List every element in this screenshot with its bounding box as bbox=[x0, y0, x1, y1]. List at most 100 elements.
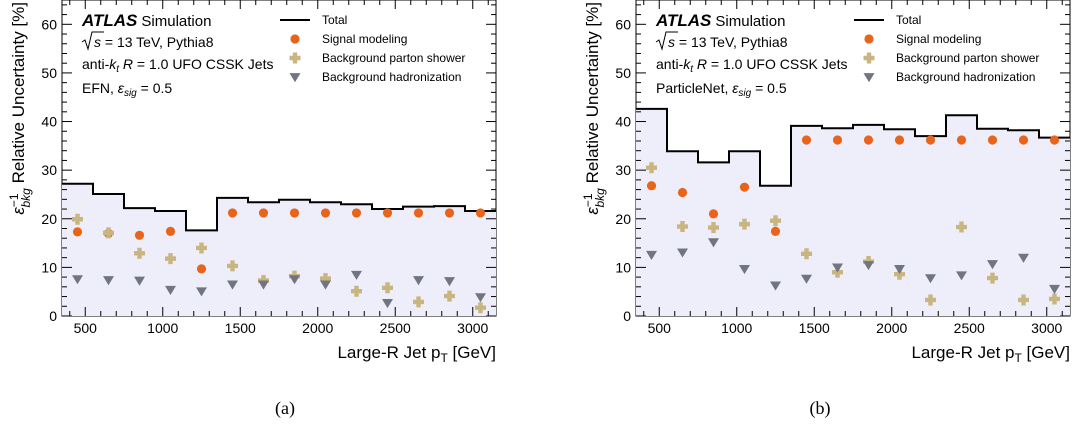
x-tick-label: 2000 bbox=[302, 320, 333, 336]
legend-entry-label: Total bbox=[322, 13, 347, 27]
y-tick-label: 0 bbox=[49, 308, 57, 324]
x-tick-label: 1000 bbox=[721, 320, 752, 336]
plot-annotations: ATLAS Simulation s = 13 TeV, Pythia8 anti… bbox=[81, 11, 273, 99]
legend-entry-label: Background hadronization bbox=[322, 70, 461, 84]
x-tick-label: 2500 bbox=[954, 320, 985, 336]
background-parton-shower-marker bbox=[382, 282, 393, 294]
background-hadronization-marker bbox=[413, 276, 424, 286]
background-parton-shower-marker bbox=[677, 221, 688, 233]
signal-modeling-marker bbox=[925, 135, 936, 145]
background-parton-shower-marker bbox=[894, 268, 905, 280]
chart-panel-a: 500 1000 1500 2000 2500 3000 0 10 20 30 40 50 60 ATL… bbox=[7, 0, 497, 419]
x-tick-label: 500 bbox=[648, 320, 672, 336]
x-tick-label: 1500 bbox=[225, 320, 256, 336]
y-axis-label: ε−1bkg Relative Uncertainty [%] bbox=[7, 2, 33, 215]
x-tick-label: 3000 bbox=[1031, 320, 1062, 336]
signal-modeling-marker bbox=[227, 208, 238, 218]
background-hadronization-marker bbox=[677, 248, 688, 258]
y-tick-label: 50 bbox=[41, 65, 57, 81]
legend: Total Signal modeling Background parton sh… bbox=[854, 13, 1039, 84]
signal-modeling-marker bbox=[646, 181, 657, 191]
svg-text:s = 13 TeV, Pythia8: s = 13 TeV, Pythia8 bbox=[668, 34, 788, 50]
total-uncertainty-fill bbox=[636, 108, 1070, 317]
energy-s: s bbox=[94, 34, 101, 50]
y-tick-label: 40 bbox=[41, 114, 57, 130]
atlas-label: ATLAS bbox=[81, 11, 138, 30]
background-hadronization-marker bbox=[444, 277, 455, 287]
y-tick-label: 60 bbox=[615, 16, 631, 32]
y-tick-label: 60 bbox=[41, 16, 57, 32]
legend-entry-label: Total bbox=[896, 13, 921, 27]
signal-modeling-marker bbox=[413, 208, 424, 218]
data-markers bbox=[72, 208, 486, 314]
y-tick-label: 30 bbox=[615, 162, 631, 178]
simulation-label: Simulation bbox=[715, 13, 785, 30]
signal-modeling-marker bbox=[863, 135, 874, 145]
signal-modeling-marker bbox=[165, 226, 176, 237]
background-parton-shower-marker bbox=[987, 272, 998, 284]
background-hadronization-marker bbox=[134, 276, 145, 286]
legend-entry-label: Background hadronization bbox=[896, 70, 1035, 84]
signal-modeling-marker bbox=[1049, 135, 1060, 145]
jets-annotation: anti-kt R = 1.0 UFO CSSK Jets bbox=[656, 56, 847, 75]
signal-modeling-legend-marker bbox=[290, 34, 300, 44]
legend-entry-label: Background parton shower bbox=[322, 51, 465, 65]
sqrt-symbol bbox=[655, 31, 678, 51]
background-parton-shower-marker bbox=[739, 218, 750, 230]
background-hadronization-marker bbox=[1018, 253, 1029, 263]
data-markers bbox=[646, 135, 1060, 306]
signal-modeling-marker bbox=[801, 135, 812, 145]
x-tick-label: 1000 bbox=[147, 320, 178, 336]
x-tick-label: 1500 bbox=[799, 320, 830, 336]
background-hadronization-marker bbox=[1049, 284, 1060, 295]
background-parton-shower-marker bbox=[770, 215, 781, 227]
total-step-line bbox=[62, 182, 496, 232]
background-parton-shower-marker bbox=[1018, 294, 1029, 306]
x-axis-label: Large-R Jet pT [GeV] bbox=[337, 343, 496, 365]
legend-entry-label: Background parton shower bbox=[896, 51, 1039, 65]
signal-modeling-marker bbox=[134, 230, 145, 240]
background-hadronization-marker bbox=[925, 274, 936, 284]
total-fill-area bbox=[636, 108, 1070, 317]
y-tick-label: 40 bbox=[615, 114, 631, 130]
background-hadronization-marker bbox=[103, 276, 114, 286]
jets-annotation: anti-kt R = 1.0 UFO CSSK Jets bbox=[82, 56, 273, 75]
background-parton-shower-legend-marker bbox=[863, 52, 875, 64]
background-parton-shower-marker bbox=[708, 222, 719, 234]
signal-modeling-marker bbox=[987, 135, 998, 145]
signal-modeling-marker bbox=[894, 135, 905, 145]
background-hadronization-legend-marker bbox=[863, 73, 875, 83]
total-step-line bbox=[636, 107, 1070, 187]
background-parton-shower-marker bbox=[320, 273, 331, 285]
energy-annotation: s = 13 TeV, Pythia8 bbox=[655, 31, 788, 51]
signal-modeling-marker bbox=[708, 209, 719, 219]
signal-modeling-marker bbox=[770, 226, 781, 237]
background-hadronization-marker bbox=[382, 299, 393, 309]
background-parton-shower-marker bbox=[165, 253, 176, 265]
sqrt-symbol bbox=[81, 31, 104, 51]
signal-modeling-marker bbox=[739, 182, 750, 192]
simulation-label: Simulation bbox=[141, 13, 211, 30]
energy-text: = 13 TeV, Pythia8 bbox=[675, 34, 788, 50]
energy-text: = 13 TeV, Pythia8 bbox=[101, 34, 214, 50]
background-parton-shower-marker bbox=[351, 285, 362, 297]
legend: Total Signal modeling Background parton sh… bbox=[280, 13, 465, 84]
x-tick-label: 500 bbox=[74, 320, 98, 336]
background-hadronization-marker bbox=[227, 280, 238, 290]
axis-ticks: 500 1000 1500 2000 2500 3000 0 10 20 30 40 50 60 bbox=[615, 0, 1070, 336]
background-parton-shower-marker bbox=[956, 221, 967, 233]
panel-caption: (b) bbox=[810, 398, 831, 419]
background-hadronization-marker bbox=[894, 264, 905, 275]
y-tick-label: 30 bbox=[41, 162, 57, 178]
y-tick-label: 20 bbox=[615, 211, 631, 227]
plot-annotations: ATLAS Simulation s = 13 TeV, Pythia8 anti… bbox=[655, 11, 847, 99]
background-hadronization-marker bbox=[801, 274, 812, 284]
signal-modeling-marker bbox=[832, 135, 843, 145]
signal-modeling-marker bbox=[258, 208, 269, 218]
background-parton-shower-marker bbox=[196, 242, 207, 254]
background-hadronization-marker bbox=[987, 260, 998, 270]
background-parton-shower-marker bbox=[134, 247, 145, 259]
signal-modeling-marker bbox=[382, 208, 393, 218]
